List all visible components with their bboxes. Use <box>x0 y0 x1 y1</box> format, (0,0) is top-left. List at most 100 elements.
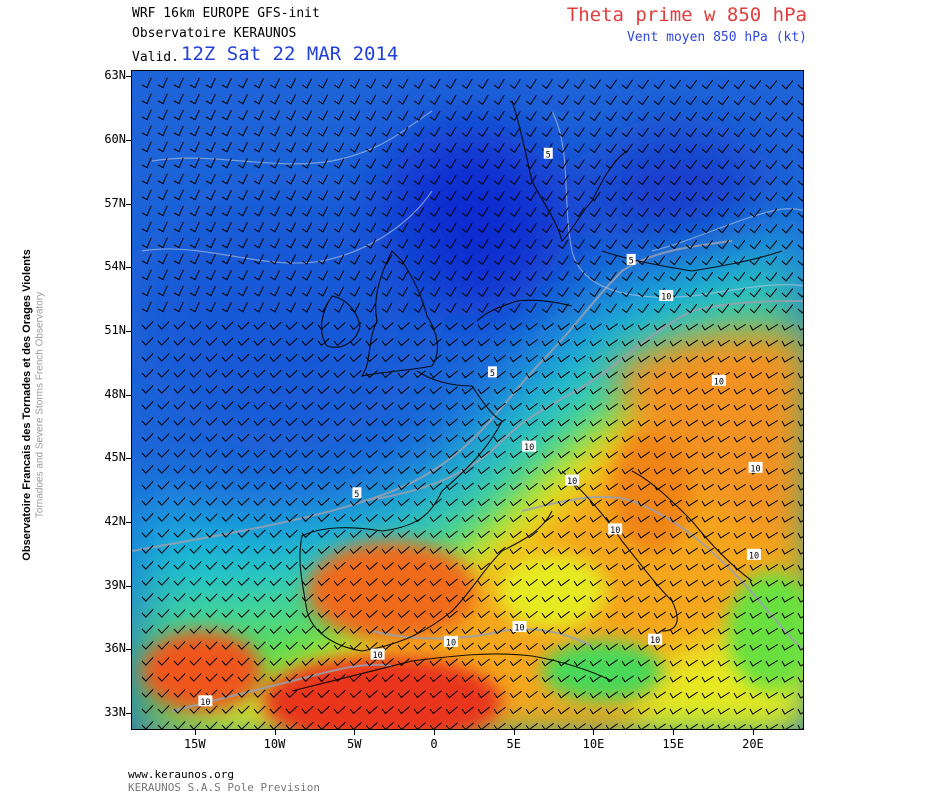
wind-barb <box>669 675 682 683</box>
wind-barb <box>173 513 186 522</box>
wind-barb <box>237 561 250 571</box>
lat-tick <box>126 203 131 205</box>
wind-barb <box>301 286 313 297</box>
wind-barb <box>205 401 218 410</box>
wind-barb <box>205 673 218 682</box>
wind-barb <box>333 353 346 363</box>
wind-barb <box>237 465 250 475</box>
wind-barb <box>349 417 362 427</box>
wind-barb <box>781 288 794 298</box>
wind-barb <box>493 610 506 619</box>
wind-barb <box>653 159 665 170</box>
wind-barb <box>205 205 216 217</box>
wind-barb <box>669 467 682 475</box>
wind-barb <box>477 238 489 249</box>
wind-barb <box>733 176 746 186</box>
wind-barb <box>541 466 554 475</box>
wind-barb <box>381 706 394 715</box>
wind-barb <box>381 174 393 185</box>
wind-barb <box>253 158 265 169</box>
wind-barb <box>653 707 666 715</box>
wind-barb <box>781 420 794 427</box>
wind-barb <box>157 561 170 570</box>
wind-barb <box>445 434 458 443</box>
wind-barb <box>733 707 746 715</box>
wind-barb <box>205 449 218 458</box>
wind-barb <box>173 401 186 410</box>
wind-barb <box>381 286 393 297</box>
wind-barb <box>397 626 410 635</box>
wind-barb <box>173 173 184 185</box>
wind-barb <box>621 627 634 635</box>
wind-barb <box>349 110 361 121</box>
wind-barb <box>349 561 362 571</box>
wind-barb <box>653 515 666 523</box>
wind-barb <box>445 498 458 507</box>
lon-tick <box>194 730 196 735</box>
wind-barb <box>365 514 378 523</box>
wind-barb <box>557 643 570 651</box>
wind-barb <box>301 545 314 555</box>
wind-barb <box>701 127 714 138</box>
wind-barb <box>605 323 618 331</box>
wind-barb <box>381 206 393 217</box>
wind-barb <box>237 337 250 347</box>
wind-barb <box>173 157 184 169</box>
wind-barb <box>573 303 585 314</box>
wind-barb <box>477 482 490 491</box>
wind-barb <box>525 370 538 379</box>
wind-barb <box>461 562 474 571</box>
wind-barb <box>429 562 442 571</box>
wind-barb <box>237 285 248 297</box>
wind-barb <box>685 223 698 234</box>
wind-barb <box>653 271 665 282</box>
wind-barb <box>253 561 266 571</box>
wind-barb <box>381 402 394 411</box>
wind-barb <box>173 545 186 554</box>
wind-barb <box>621 271 633 282</box>
wind-barb <box>269 94 281 105</box>
wind-barb <box>349 609 362 619</box>
wind-barb <box>541 674 554 683</box>
wind-barb <box>573 451 586 459</box>
wind-barb <box>781 692 794 699</box>
coast-scandinavia <box>511 100 628 243</box>
wind-barb <box>189 237 200 249</box>
wind-barb <box>733 339 746 347</box>
wind-barb <box>717 467 730 475</box>
wind-barb <box>493 143 505 154</box>
model-info: WRF 16km EUROPE GFS-init <box>132 6 320 21</box>
wind-barb <box>365 722 378 729</box>
wind-barb <box>477 450 490 459</box>
lat-label: 63N <box>104 68 126 83</box>
wind-barb <box>669 563 682 571</box>
wind-barb <box>765 192 778 202</box>
wind-barb <box>397 370 410 379</box>
wind-barb <box>573 323 586 331</box>
wind-barb <box>429 190 441 201</box>
wind-barb <box>349 497 362 507</box>
wind-barb <box>621 419 634 427</box>
wind-barb <box>445 222 457 233</box>
wind-barb <box>253 433 266 443</box>
wind-barb <box>493 434 506 443</box>
wind-barb <box>557 451 570 459</box>
wind-barb <box>157 141 168 153</box>
wind-barb <box>285 481 298 491</box>
wind-barb <box>237 481 250 491</box>
wind-barb <box>301 174 313 185</box>
wind-barb <box>477 206 489 217</box>
wind-barb <box>685 159 698 170</box>
contour-label: 10 <box>446 638 456 648</box>
wind-barb <box>765 436 778 443</box>
wind-barb <box>573 579 586 587</box>
wind-barb <box>397 658 410 667</box>
wind-barb <box>589 95 601 106</box>
wind-barb <box>589 143 601 154</box>
wind-barb <box>301 110 313 121</box>
wind-barb <box>381 690 394 699</box>
wind-barb <box>605 143 617 154</box>
wind-barb <box>557 127 569 138</box>
wind-barb <box>717 339 730 347</box>
wind-barb <box>749 371 762 379</box>
